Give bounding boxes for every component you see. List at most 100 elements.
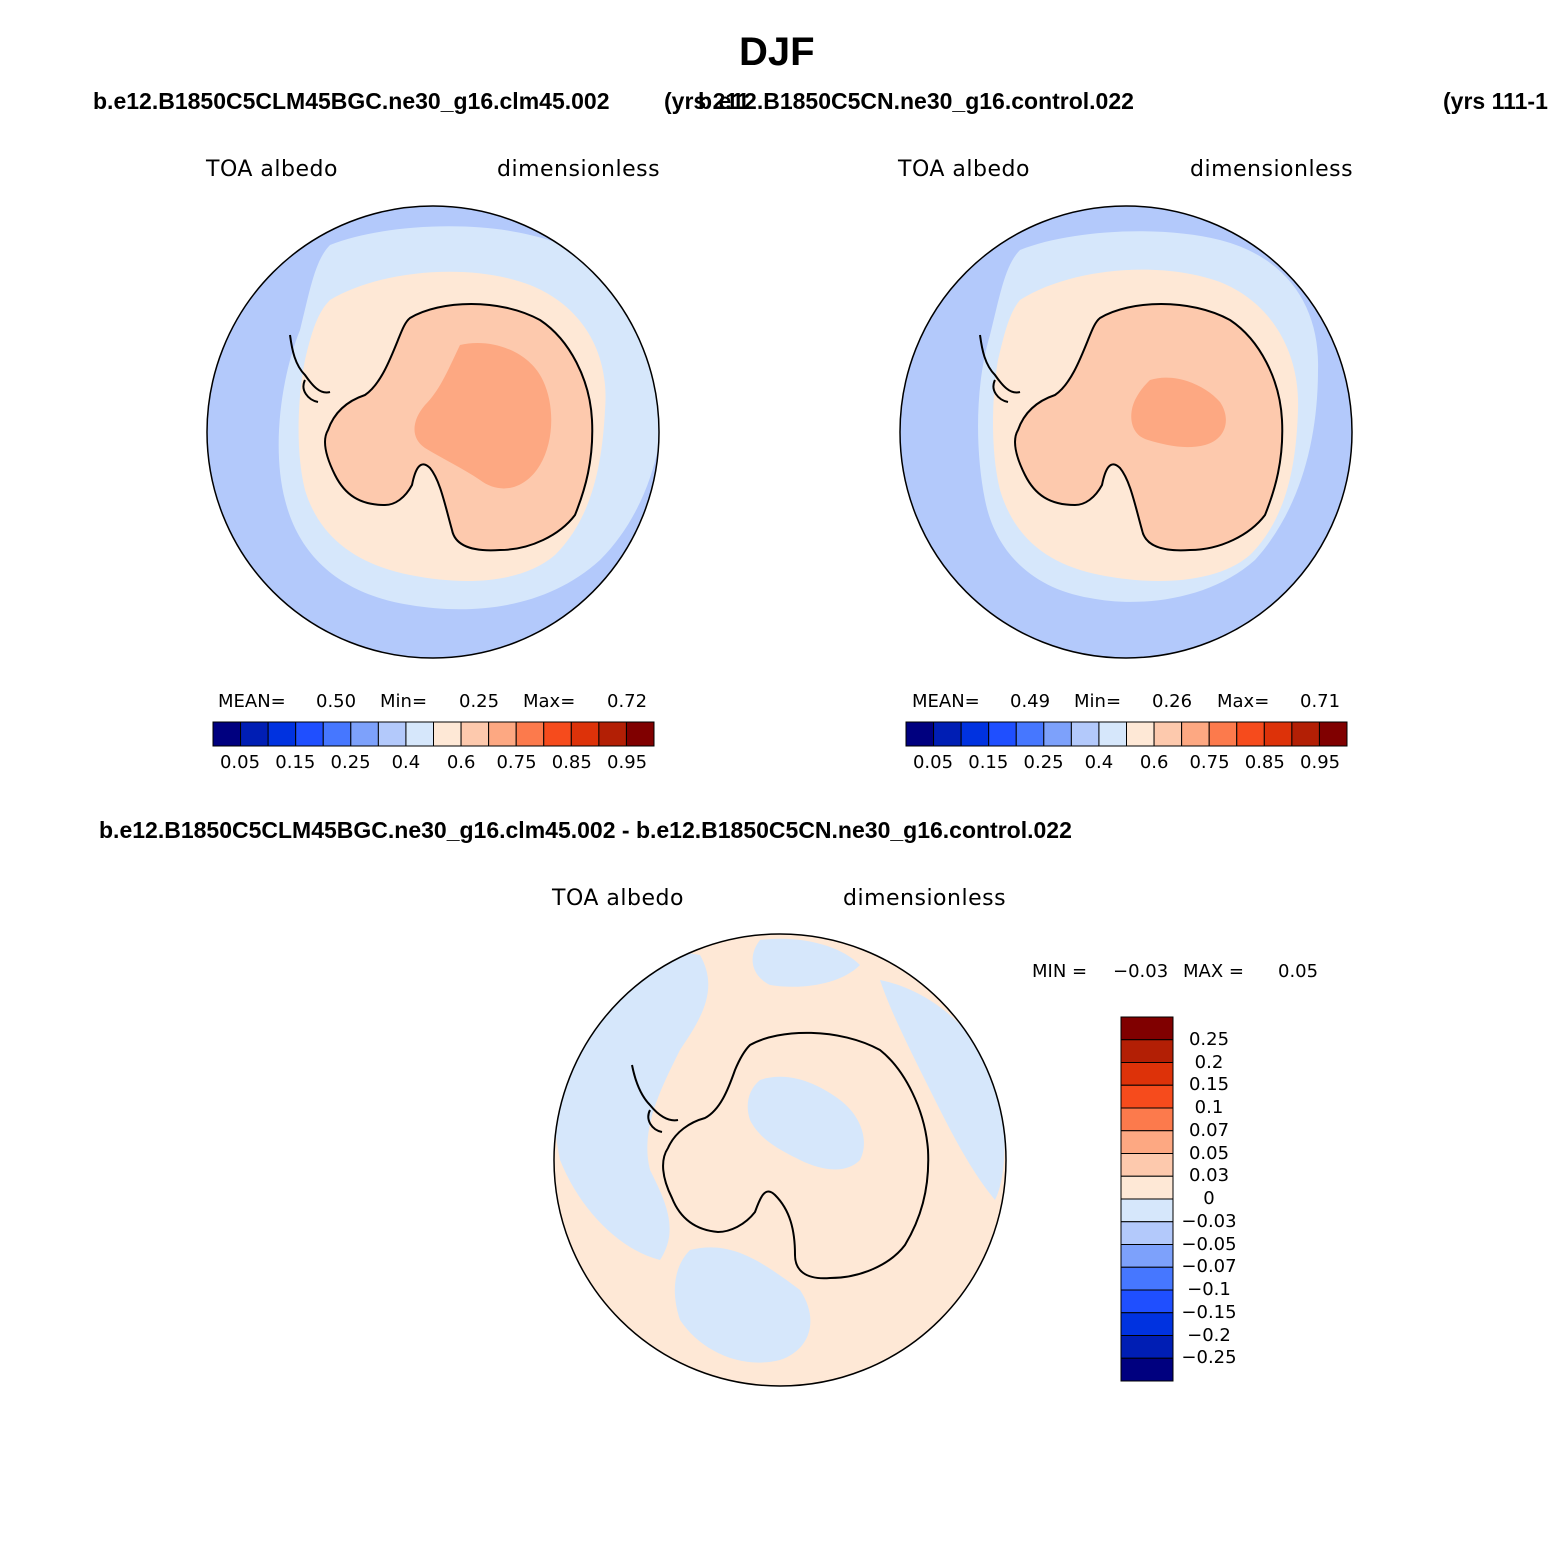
colorbar-tick-label: 0.05 [912, 752, 954, 773]
colorbar-swatch [1120, 1357, 1174, 1382]
colorbar-tick-label: 0.05 [1188, 1142, 1230, 1164]
panel3-variable: TOA albedo [552, 886, 684, 911]
colorbar-swatch [625, 721, 655, 747]
panel3-min-label: MIN = [1032, 961, 1088, 982]
panel2-seaice-band [993, 269, 1299, 581]
colorbar-swatch [267, 721, 297, 747]
colorbar-swatch [1120, 1198, 1174, 1223]
colorbar-swatch [570, 721, 600, 747]
colorbar-swatch [460, 721, 490, 747]
panel3-negative-patch-south [674, 1247, 811, 1363]
panel1-mean-label: MEAN= [218, 691, 286, 712]
colorbar-swatch [1120, 1062, 1174, 1086]
panel2-max-value: 0.71 [1300, 691, 1341, 712]
colorbar-tick-label: 0.15 [275, 752, 316, 773]
colorbar-swatch [212, 721, 242, 747]
panel3-colorbar [1120, 1016, 1174, 1382]
panel1-outer-ocean [207, 206, 659, 658]
colorbar-swatch [1098, 721, 1127, 747]
colorbar-tick-label: 0 [1203, 1188, 1215, 1209]
colorbar-tick-label: −0.15 [1181, 1301, 1237, 1323]
colorbar-swatch [1120, 1084, 1174, 1109]
colorbar-swatch [1291, 721, 1320, 747]
colorbar-swatch [1208, 721, 1238, 747]
colorbar-tick-label: 0.4 [391, 752, 421, 773]
colorbar-swatch [1120, 1244, 1174, 1268]
colorbar-swatch [405, 721, 434, 747]
colorbar-swatch [1153, 721, 1183, 747]
colorbar-swatch [1043, 721, 1072, 747]
panel3-negative-inland [747, 1076, 864, 1170]
colorbar-swatch [1120, 1130, 1174, 1154]
panel1-variable: TOA albedo [206, 157, 338, 182]
panel3-max-value: 0.05 [1278, 961, 1319, 982]
panel1-seaice-band [298, 271, 606, 581]
colorbar-tick-label: 0.25 [330, 752, 371, 773]
colorbar-swatch [933, 721, 962, 747]
case-b-years: (yrs 111-1 [1443, 88, 1548, 114]
colorbar-swatch [350, 721, 379, 747]
panel2-map-border [899, 205, 1353, 659]
panel1-plateau [414, 343, 552, 489]
colorbar-swatch [1120, 1016, 1174, 1041]
colorbar-tick-label: −0.03 [1181, 1210, 1237, 1232]
colorbar-swatch [515, 721, 545, 747]
colorbar-tick-label: 0.95 [1300, 752, 1341, 773]
colorbar-swatch [960, 721, 990, 747]
panel2-continent [1013, 303, 1284, 552]
colorbar-swatch [543, 721, 572, 747]
colorbar-tick-label: 0.85 [1244, 752, 1285, 773]
panel3-negative-patch-north [752, 938, 860, 987]
colorbar-swatch [240, 721, 269, 747]
colorbar-swatch [598, 721, 627, 747]
colorbar-swatch [1120, 1175, 1174, 1200]
colorbar-tick-label: −0.2 [1187, 1324, 1231, 1346]
colorbar-tick-label: 0.95 [607, 752, 648, 773]
panel2-mean-value: 0.49 [1010, 691, 1051, 712]
colorbar-swatch [1120, 1335, 1174, 1359]
colorbar-swatch [488, 721, 517, 747]
colorbar-swatch [1318, 721, 1348, 747]
colorbar-tick-label: 0.2 [1194, 1051, 1224, 1073]
colorbar-tick-label: 0.85 [551, 752, 592, 773]
panel2-max-label: Max= [1217, 691, 1270, 712]
colorbar-swatch [988, 721, 1017, 747]
panel2-units: dimensionless [1190, 157, 1354, 182]
colorbar-swatch [433, 721, 462, 747]
panel2-variable: TOA albedo [898, 157, 1030, 182]
colorbar-tick-label: −0.1 [1187, 1279, 1231, 1300]
panel2-min-value: 0.26 [1152, 691, 1193, 712]
figure-title: DJF [739, 30, 815, 74]
colorbar-tick-label: 0.6 [1139, 752, 1169, 773]
colorbar-tick-label: 0.07 [1188, 1119, 1230, 1141]
panel2-colorbar [905, 721, 1348, 747]
panel3-peninsula [631, 1064, 679, 1133]
panel1-mean-value: 0.50 [316, 691, 357, 712]
colorbar-tick-label: 0.75 [1189, 752, 1230, 773]
case-b-label: b.e12.B1850C5CN.ne30_g16.control.022 [698, 88, 1134, 114]
colorbar-swatch [1181, 721, 1210, 747]
colorbar-swatch [1120, 1107, 1174, 1132]
panel1-colorbar [212, 721, 655, 747]
colorbar-tick-label: 0.25 [1188, 1028, 1230, 1050]
panel3-map-border [553, 933, 1007, 1387]
panel1-inner-ocean [278, 226, 659, 610]
colorbar-swatch [1070, 721, 1100, 747]
colorbar-tick-label: 0.4 [1084, 752, 1114, 773]
colorbar-tick-label: −0.25 [1181, 1347, 1237, 1369]
panel2-mean-label: MEAN= [912, 691, 980, 712]
colorbar-swatch [1263, 721, 1293, 747]
panel2-inner-ocean [978, 231, 1319, 602]
colorbar-tick-label: 0.6 [446, 752, 476, 773]
diff-title: b.e12.B1850C5CLM45BGC.ne30_g16.clm45.002… [99, 817, 1072, 843]
colorbar-tick-label: −0.05 [1181, 1233, 1237, 1255]
panel2-plateau [1131, 377, 1226, 448]
panel3-continent [662, 1031, 930, 1280]
colorbar-tick-label: 0.75 [496, 752, 537, 773]
colorbar-swatch [1236, 721, 1265, 747]
colorbar-tick-label: 0.1 [1194, 1097, 1224, 1118]
colorbar-swatch [1120, 1153, 1174, 1177]
panel1-units: dimensionless [497, 157, 661, 182]
colorbar-swatch [322, 721, 352, 747]
